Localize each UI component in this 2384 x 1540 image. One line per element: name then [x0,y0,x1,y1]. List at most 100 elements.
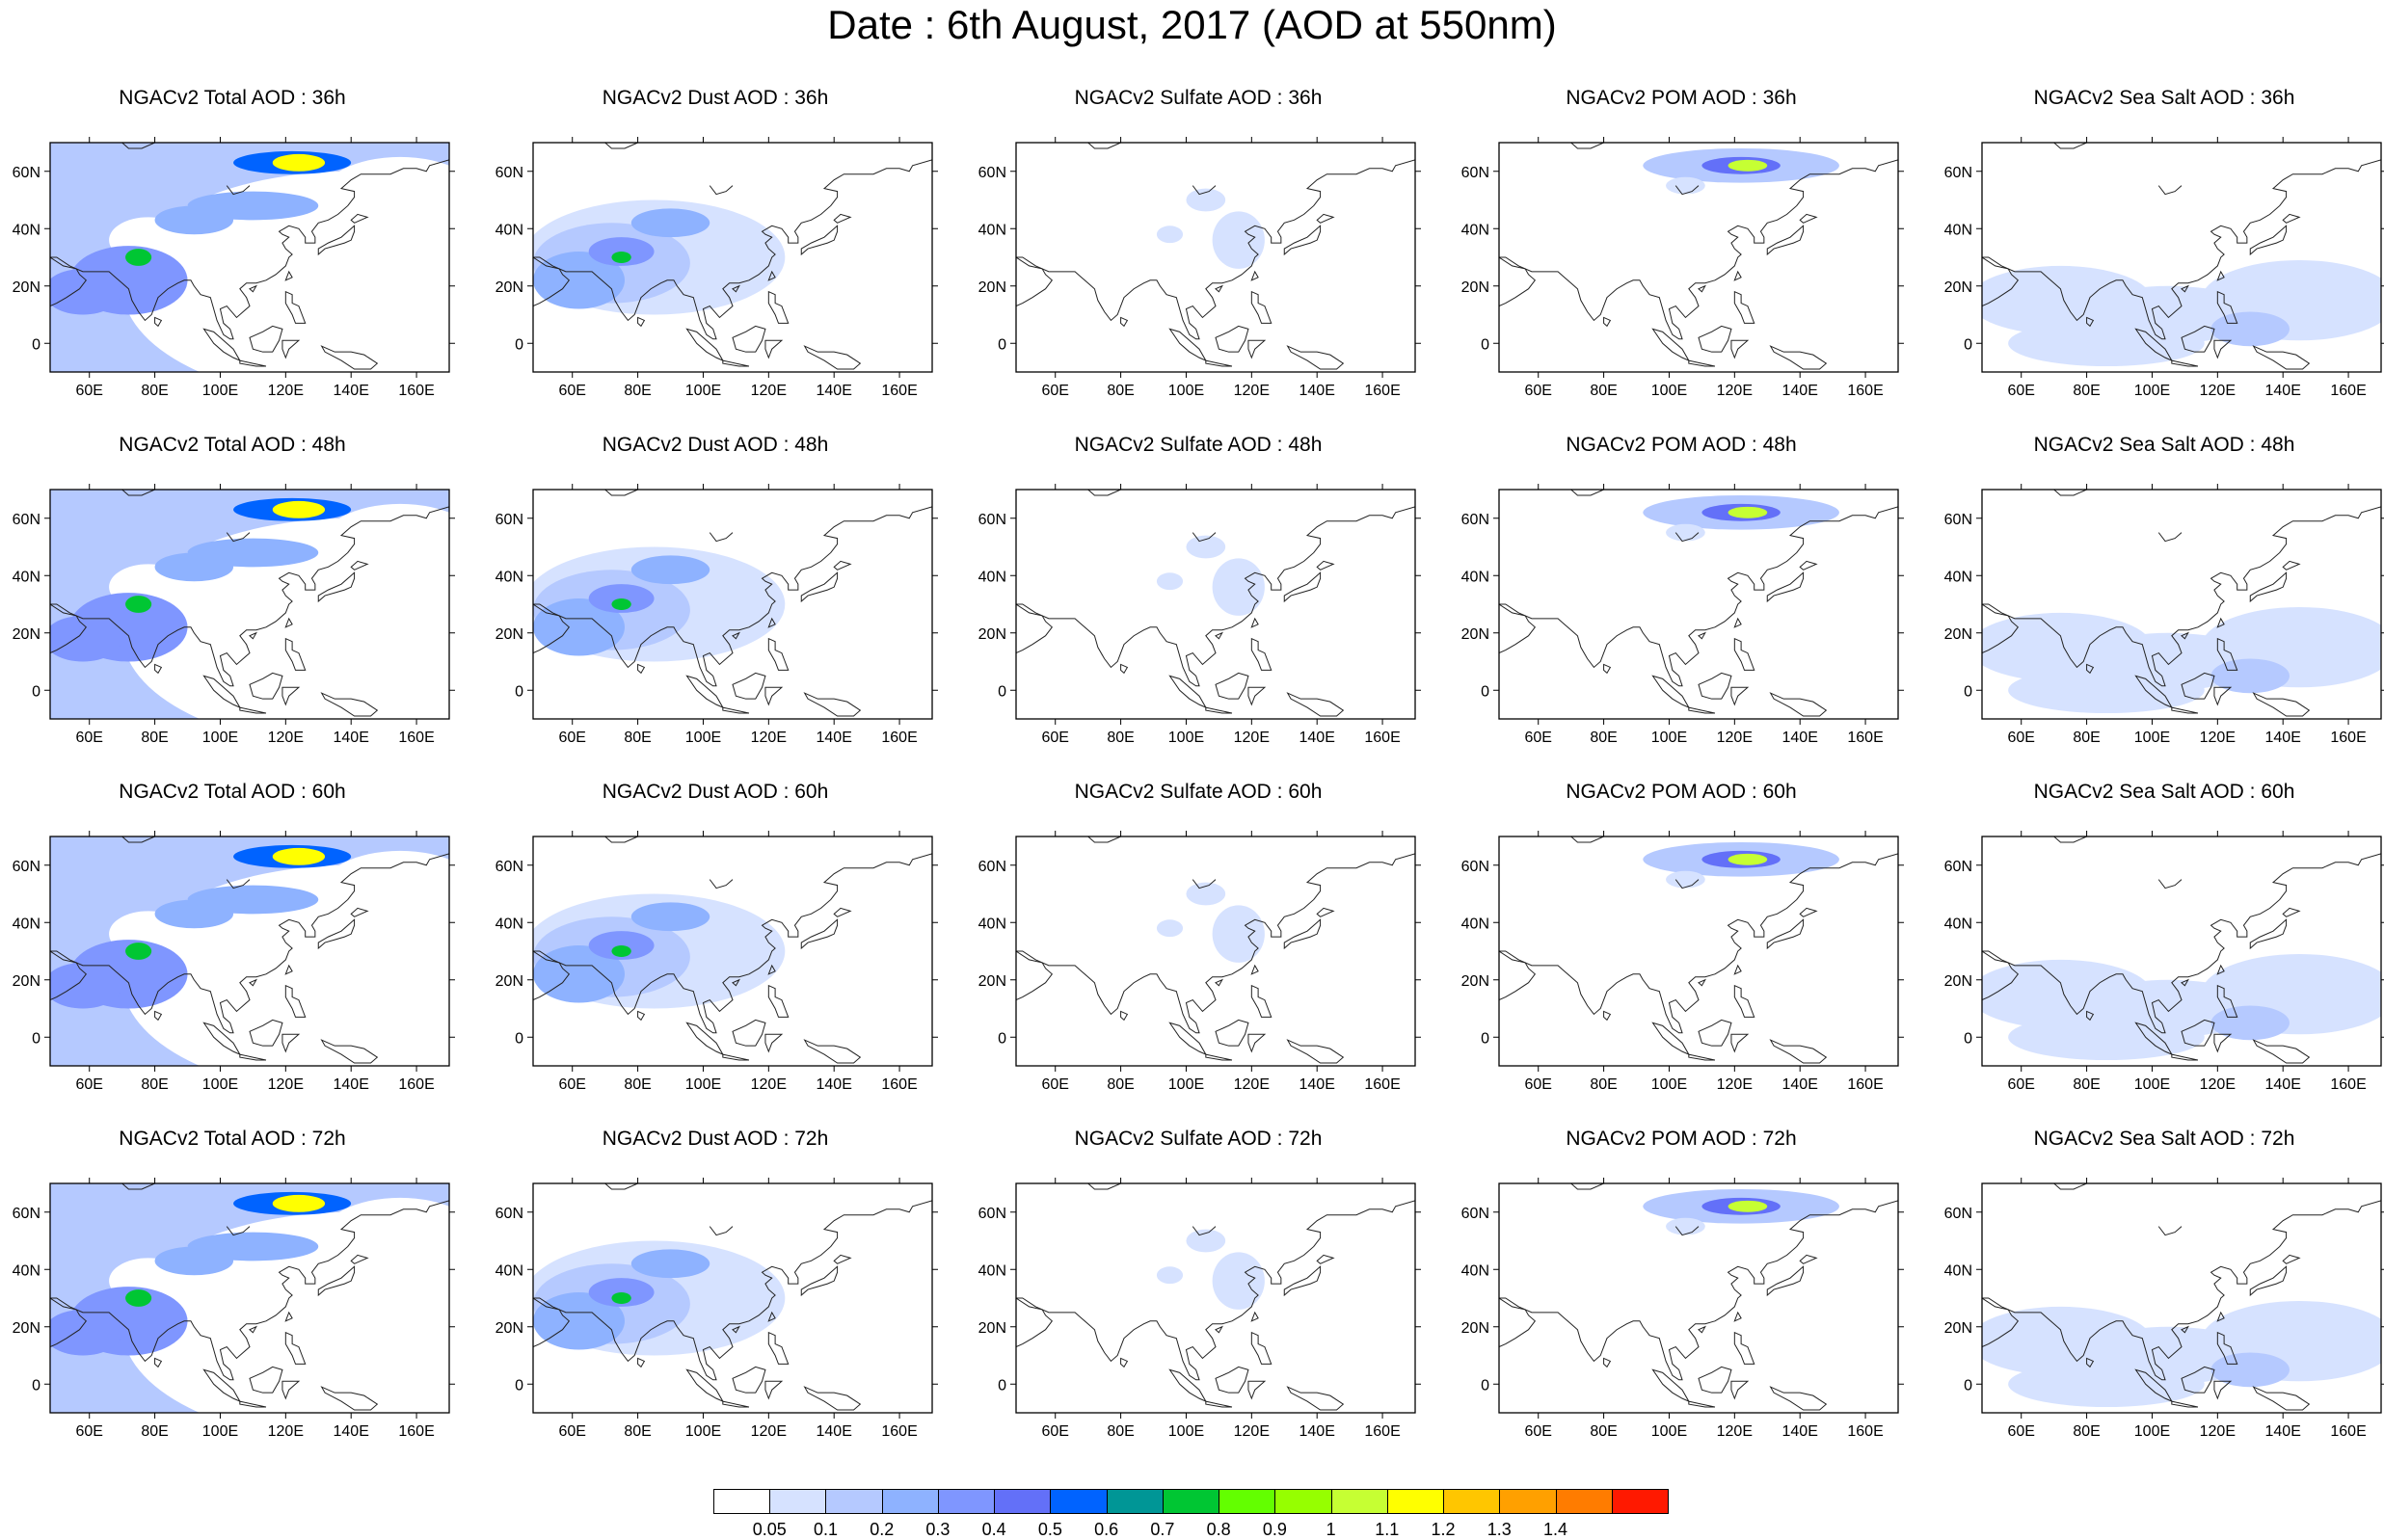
map-frame [49,142,450,373]
coastline [121,1183,155,1190]
island-outline [1730,686,1750,706]
map-frame [1498,142,1899,373]
aod-patch [187,885,319,915]
aod-patch [2008,1014,2205,1061]
coastline [121,490,155,496]
y-tick-label: 20N [496,973,523,990]
island-outline [1805,718,1843,719]
coastline [1016,1200,1415,1381]
aod-field [1016,1183,1415,1413]
x-tick-label: 140E [1782,1076,1818,1093]
map-plot: 60E 80E 100E 120E 140E 160E 60N 40N 20N 0 [13,831,455,1093]
aod-field [1982,836,2381,1066]
coastline [1982,1297,2020,1348]
coastline [1087,836,1121,843]
island-outline [637,1010,646,1022]
island-outline [249,1325,257,1334]
island-outline [767,270,776,281]
island-outline [320,1039,379,1064]
colorbar-label: 1.4 [1543,1520,1568,1539]
x-tick-label: 80E [1590,383,1617,399]
aod-patch [187,1232,319,1261]
island-outline [2252,1386,2311,1411]
y-tick-label: 60N [496,859,523,875]
figure-title: Date : 6th August, 2017 (AOD at 550nm) [827,2,1557,47]
y-tick-label: 20N [13,973,40,990]
aod-patch [2008,1361,2205,1408]
coastline [1982,159,2381,340]
y-tick-label: 20N [1944,973,1972,990]
island-outline [732,1325,740,1334]
coastline [533,256,571,307]
island-outline [320,345,379,370]
aod-patch [1156,919,1184,938]
island-outline [1733,617,1742,628]
map-panel-dust: NGACv2 Dust AOD : 36h 60E 80E 100E 120E 140E 1… [489,87,942,405]
aod-patch [1666,176,1705,195]
x-tick-label: 140E [2265,1423,2301,1440]
aod-patch [1186,535,1226,559]
island-outline [833,213,852,224]
island-outline [154,663,163,675]
island-outline [2288,371,2326,372]
coastline [533,950,571,1001]
coastline [226,1226,251,1236]
island-outline [249,325,283,353]
x-tick-label: 60E [75,383,102,399]
island-outline [1688,1400,1716,1408]
x-tick-label: 80E [2073,1076,2100,1093]
map-panel-seasalt: NGACv2 Sea Salt AOD : 72h 60E 80E 100E 120E 1… [1938,1128,2384,1446]
x-tick-label: 100E [685,1076,721,1093]
x-tick-label: 120E [2200,1076,2236,1093]
y-tick-label: 60N [1944,512,1972,528]
x-tick-label: 140E [1299,1076,1335,1093]
island-outline [1215,325,1249,353]
island-outline [2086,663,2095,675]
x-tick-label: 160E [1364,1423,1400,1440]
island-outline [284,1331,307,1365]
island-outline [1322,1412,1360,1413]
y-tick-label: 60N [496,512,523,528]
coastline [533,1200,932,1381]
map-panel-sulfate: NGACv2 Sulfate AOD : 36h 60E 80E 100E 120E 14… [972,87,1425,405]
coastline [709,879,734,889]
island-outline [803,1039,862,1064]
map-frame [1981,1182,2382,1414]
aod-patch [50,962,122,1009]
x-tick-label: 80E [2073,730,2100,746]
island-outline [1766,225,1805,256]
aod-patch [125,943,152,960]
map-plot: 60E 80E 100E 120E 140E 160E 60N 40N 20N 0 [496,831,938,1093]
island-outline [767,1311,776,1322]
aod-patch [1728,853,1768,865]
y-tick-label: 40N [496,1262,523,1279]
map-frame [1015,836,1416,1067]
map-frame [49,1182,450,1414]
island-outline [2171,706,2199,714]
island-outline [249,1019,283,1047]
coastline [50,853,449,1034]
y-tick-label: 0 [998,683,1006,700]
aod-patch [1186,188,1226,212]
island-outline [2181,325,2215,353]
island-outline [2252,1039,2311,1064]
coastline [533,506,932,687]
coastline [1499,159,1898,340]
y-tick-label: 60N [13,512,40,528]
x-tick-label: 140E [334,730,369,746]
x-tick-label: 160E [2330,383,2366,399]
aod-patch [50,268,122,315]
island-outline [1322,371,1360,372]
coastline [2053,490,2087,496]
y-tick-label: 20N [1944,626,1972,643]
x-tick-label: 120E [751,1076,787,1093]
coastline [1192,1226,1217,1236]
aod-colorbar: 0.05 0.1 0.2 0.3 0.4 0.5 0.6 0.7 0.8 0.9 1 1.1 1.2 1.… [713,1489,1669,1539]
map-panel-pom: NGACv2 POM AOD : 48h 60E 80E 100E 120E 140E 16… [1455,434,1908,752]
x-tick-label: 80E [141,1076,168,1093]
island-outline [1730,1380,1750,1400]
aod-patch [1186,882,1226,906]
map-plot: 60E 80E 100E 120E 140E 160E 60N 40N 20N 0 [978,484,1421,746]
island-outline [1283,918,1322,950]
coastline [1016,506,1415,687]
